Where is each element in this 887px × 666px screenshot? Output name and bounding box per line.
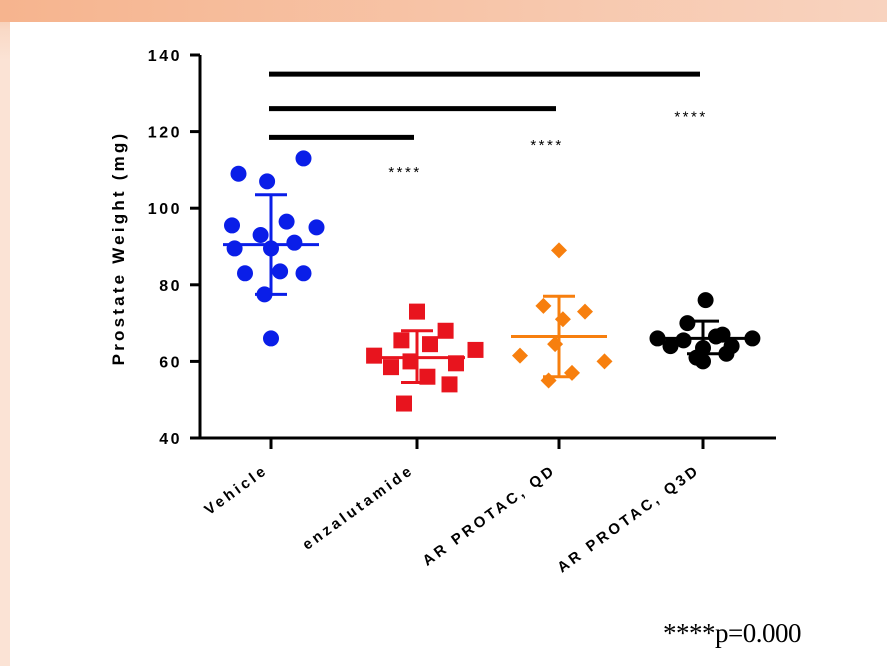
footnote-text: p=0.000 — [715, 618, 801, 648]
ar-protac-q3d-point — [744, 330, 761, 347]
slide-top-band — [0, 0, 887, 22]
y-tick-label: 120 — [148, 125, 182, 142]
vehicle-point — [295, 150, 312, 167]
ar-protac-q3d-point — [708, 328, 724, 345]
y-axis-label: Prostate Weight (mg) — [109, 131, 128, 366]
vehicle-point — [252, 227, 269, 244]
vehicle-point — [278, 213, 295, 230]
ar-protac-qd-point — [535, 297, 552, 314]
significance-footnote: ****p=0.000 — [663, 618, 801, 649]
enzalutamide-point — [448, 355, 464, 372]
enzalutamide-point — [422, 336, 438, 353]
ar-protac-qd-point — [554, 311, 571, 328]
enzalutamide-point — [467, 341, 484, 358]
significance-bars-group: **** **** **** — [269, 71, 707, 181]
data-points-group — [224, 150, 761, 412]
vehicle-point — [224, 217, 240, 234]
ar-protac-qd-point — [596, 353, 613, 370]
ar-protac-q3d-point — [718, 345, 735, 362]
enzalutamide-point — [393, 332, 410, 349]
vehicle-point — [230, 165, 247, 182]
vehicle-point — [237, 265, 253, 282]
footnote-stars: **** — [663, 618, 716, 648]
vehicle-point — [295, 265, 312, 282]
ar-protac-qd-point — [547, 336, 564, 353]
enzalutamide-point — [396, 395, 412, 412]
x-tick-label-ar-protac-qd: AR PROTAC, QD — [420, 461, 560, 569]
vehicle-point — [272, 263, 289, 280]
x-tick-label-vehicle: Vehicle — [201, 461, 271, 518]
vehicle-point — [263, 330, 279, 347]
enzalutamide-point — [437, 322, 454, 339]
y-tick-label: 100 — [148, 201, 182, 218]
ar-protac-q3d-point — [697, 292, 714, 309]
y-tick-label: 60 — [159, 354, 182, 371]
ar-protac-qd-point — [564, 364, 580, 381]
vehicle-point — [308, 219, 325, 236]
significance-stars-3: **** — [674, 108, 707, 125]
enzalutamide-point — [366, 347, 383, 364]
enzalutamide-point — [419, 368, 436, 385]
ar-protac-qd-point — [551, 242, 567, 259]
x-tick-label-ar-protac-q3d: AR PROTAC, Q3D — [554, 461, 703, 576]
ar-protac-qd-point — [540, 372, 557, 389]
y-tick-label: 40 — [159, 431, 182, 448]
ar-protac-q3d-point — [675, 332, 692, 349]
ar-protac-q3d-point — [679, 315, 696, 332]
vehicle-point — [259, 173, 276, 190]
y-tick-label: 140 — [148, 48, 182, 65]
significance-stars-1: **** — [388, 164, 421, 181]
y-tick-label: 80 — [159, 278, 182, 295]
vehicle-point — [286, 234, 303, 251]
ar-protac-qd-point — [577, 303, 593, 320]
vehicle-point — [226, 240, 243, 257]
chart-panel — [10, 22, 887, 666]
ar-protac-qd-point — [512, 347, 528, 364]
enzalutamide-point — [409, 303, 425, 320]
ar-protac-q3d-point — [662, 338, 679, 355]
ar-protac-q3d-point — [695, 353, 711, 370]
x-tick-label-enzalutamide: enzalutamide — [299, 461, 417, 553]
enzalutamide-point — [441, 376, 458, 393]
mean-sd-group — [223, 193, 751, 384]
enzalutamide-point — [383, 359, 399, 376]
significance-stars-2: **** — [530, 137, 563, 154]
